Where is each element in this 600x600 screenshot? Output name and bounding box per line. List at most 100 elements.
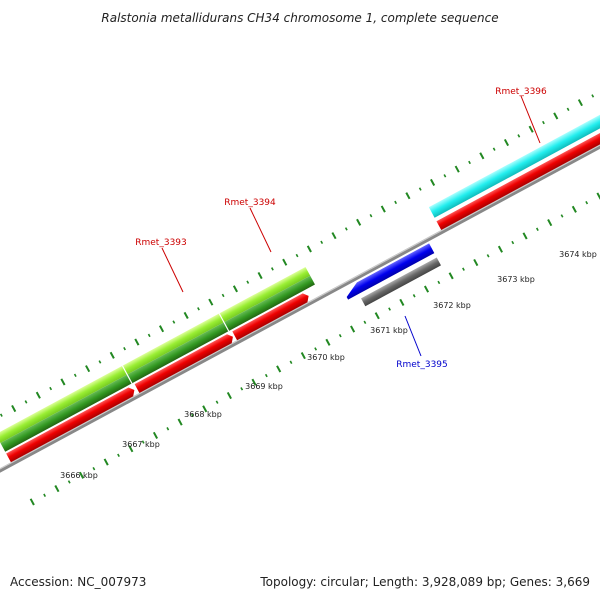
tick-mark [479, 152, 485, 160]
tick-mark [103, 458, 109, 466]
cds-arrow-rmet-3393 [134, 334, 233, 393]
tick-mark [183, 311, 189, 319]
tick-mark [553, 112, 559, 120]
tick-mark [85, 365, 91, 373]
tick-mark [147, 333, 151, 338]
tick-mark [197, 307, 200, 311]
kbp-label: 3672 kbp [433, 301, 471, 310]
tick-mark [43, 493, 47, 497]
tick-mark [388, 307, 391, 311]
tick-mark [325, 338, 331, 346]
tick-mark [503, 138, 510, 147]
tick-mark [98, 360, 102, 364]
tick-mark [276, 365, 282, 373]
tick-mark [289, 360, 293, 364]
tick-mark [338, 333, 342, 338]
tick-mark [257, 271, 263, 280]
tick-mark [560, 214, 564, 218]
gray-feature [361, 257, 441, 307]
tick-mark [374, 312, 380, 320]
tick-mark [462, 267, 465, 271]
tick-mark [123, 346, 126, 351]
cds-arrow-rmet-3394 [232, 293, 309, 341]
tick-mark [54, 485, 60, 493]
tick-mark [134, 338, 140, 346]
tick-mark [497, 245, 503, 253]
tick-mark [141, 440, 145, 444]
label-leader-rmet-3393 [161, 247, 184, 293]
tick-mark [202, 405, 208, 413]
gene-label-rmet-3393: Rmet_3393 [135, 238, 187, 248]
rna-feature-dark [0, 275, 315, 452]
tick-mark [430, 178, 436, 186]
tick-mark [363, 320, 367, 325]
tick-mark [29, 498, 35, 506]
tick-mark [517, 134, 521, 138]
tick-mark [591, 94, 595, 98]
tick-mark [295, 253, 299, 258]
kbp-label: 3674 kbp [559, 250, 597, 259]
gene-label-rmet-3395: Rmet_3395 [396, 360, 448, 370]
tick-mark [399, 298, 405, 306]
tick-mark [468, 160, 471, 165]
tick-mark [172, 320, 176, 324]
tick-mark [24, 400, 28, 404]
tick-mark [240, 387, 244, 391]
tick-mark [486, 254, 490, 258]
tick-mark [11, 404, 17, 413]
tick-mark [128, 445, 134, 453]
tick-mark [232, 285, 238, 293]
tick-mark [191, 413, 194, 418]
kbp-label: 3673 kbp [497, 275, 535, 284]
tick-mark [92, 466, 96, 471]
tick-mark [448, 272, 454, 280]
gene-label-rmet-3394: Rmet_3394 [224, 198, 276, 208]
tick-mark [158, 325, 165, 333]
tick-mark [79, 471, 85, 479]
tick-mark [221, 293, 225, 298]
tick-mark [547, 219, 553, 227]
tick-mark [542, 120, 545, 125]
lower-tick-marks [29, 192, 600, 506]
tick-mark [454, 165, 460, 173]
map-title: Ralstonia metallidurans CH34 chromosome … [101, 11, 498, 25]
tick-mark [166, 427, 170, 431]
kbp-label: 3667 kbp [122, 440, 160, 449]
tick-mark [0, 413, 3, 417]
tick-mark [418, 187, 422, 191]
tick-mark [314, 347, 318, 351]
tick-mark [320, 240, 324, 244]
kbp-label: 3670 kbp [307, 353, 345, 362]
upper-tick-marks [0, 94, 595, 417]
tick-mark [49, 386, 53, 391]
tick-mark [73, 373, 77, 377]
tick-mark [394, 200, 398, 205]
kbp-label: 3668 kbp [184, 410, 222, 419]
tick-mark [177, 418, 183, 426]
tick-mark [344, 227, 348, 231]
accession-text: Accession: NC_007973 [10, 575, 146, 589]
label-leader-rmet-3396 [520, 95, 541, 144]
tick-mark [226, 391, 232, 400]
sequence-backbone-highlight [0, 0, 600, 483]
tick-mark [215, 400, 219, 404]
label-leader-rmet-3395 [404, 315, 422, 357]
tick-mark [535, 227, 539, 231]
tick-mark [350, 325, 356, 333]
tick-mark [566, 107, 570, 111]
tick-mark [577, 99, 583, 107]
tick-mark [473, 258, 479, 267]
tick-mark [251, 378, 257, 386]
tick-mark [331, 232, 337, 240]
tick-mark [356, 218, 362, 226]
kbp-label: 3666 kbp [60, 471, 98, 480]
sequence-backbone [0, 0, 600, 485]
tick-mark [405, 192, 411, 200]
tick-mark [380, 205, 386, 213]
tick-mark [528, 125, 534, 133]
tick-mark [300, 352, 306, 360]
tick-mark [109, 351, 115, 359]
kbp-label: 3669 kbp [245, 382, 283, 391]
tick-mark [306, 245, 312, 253]
